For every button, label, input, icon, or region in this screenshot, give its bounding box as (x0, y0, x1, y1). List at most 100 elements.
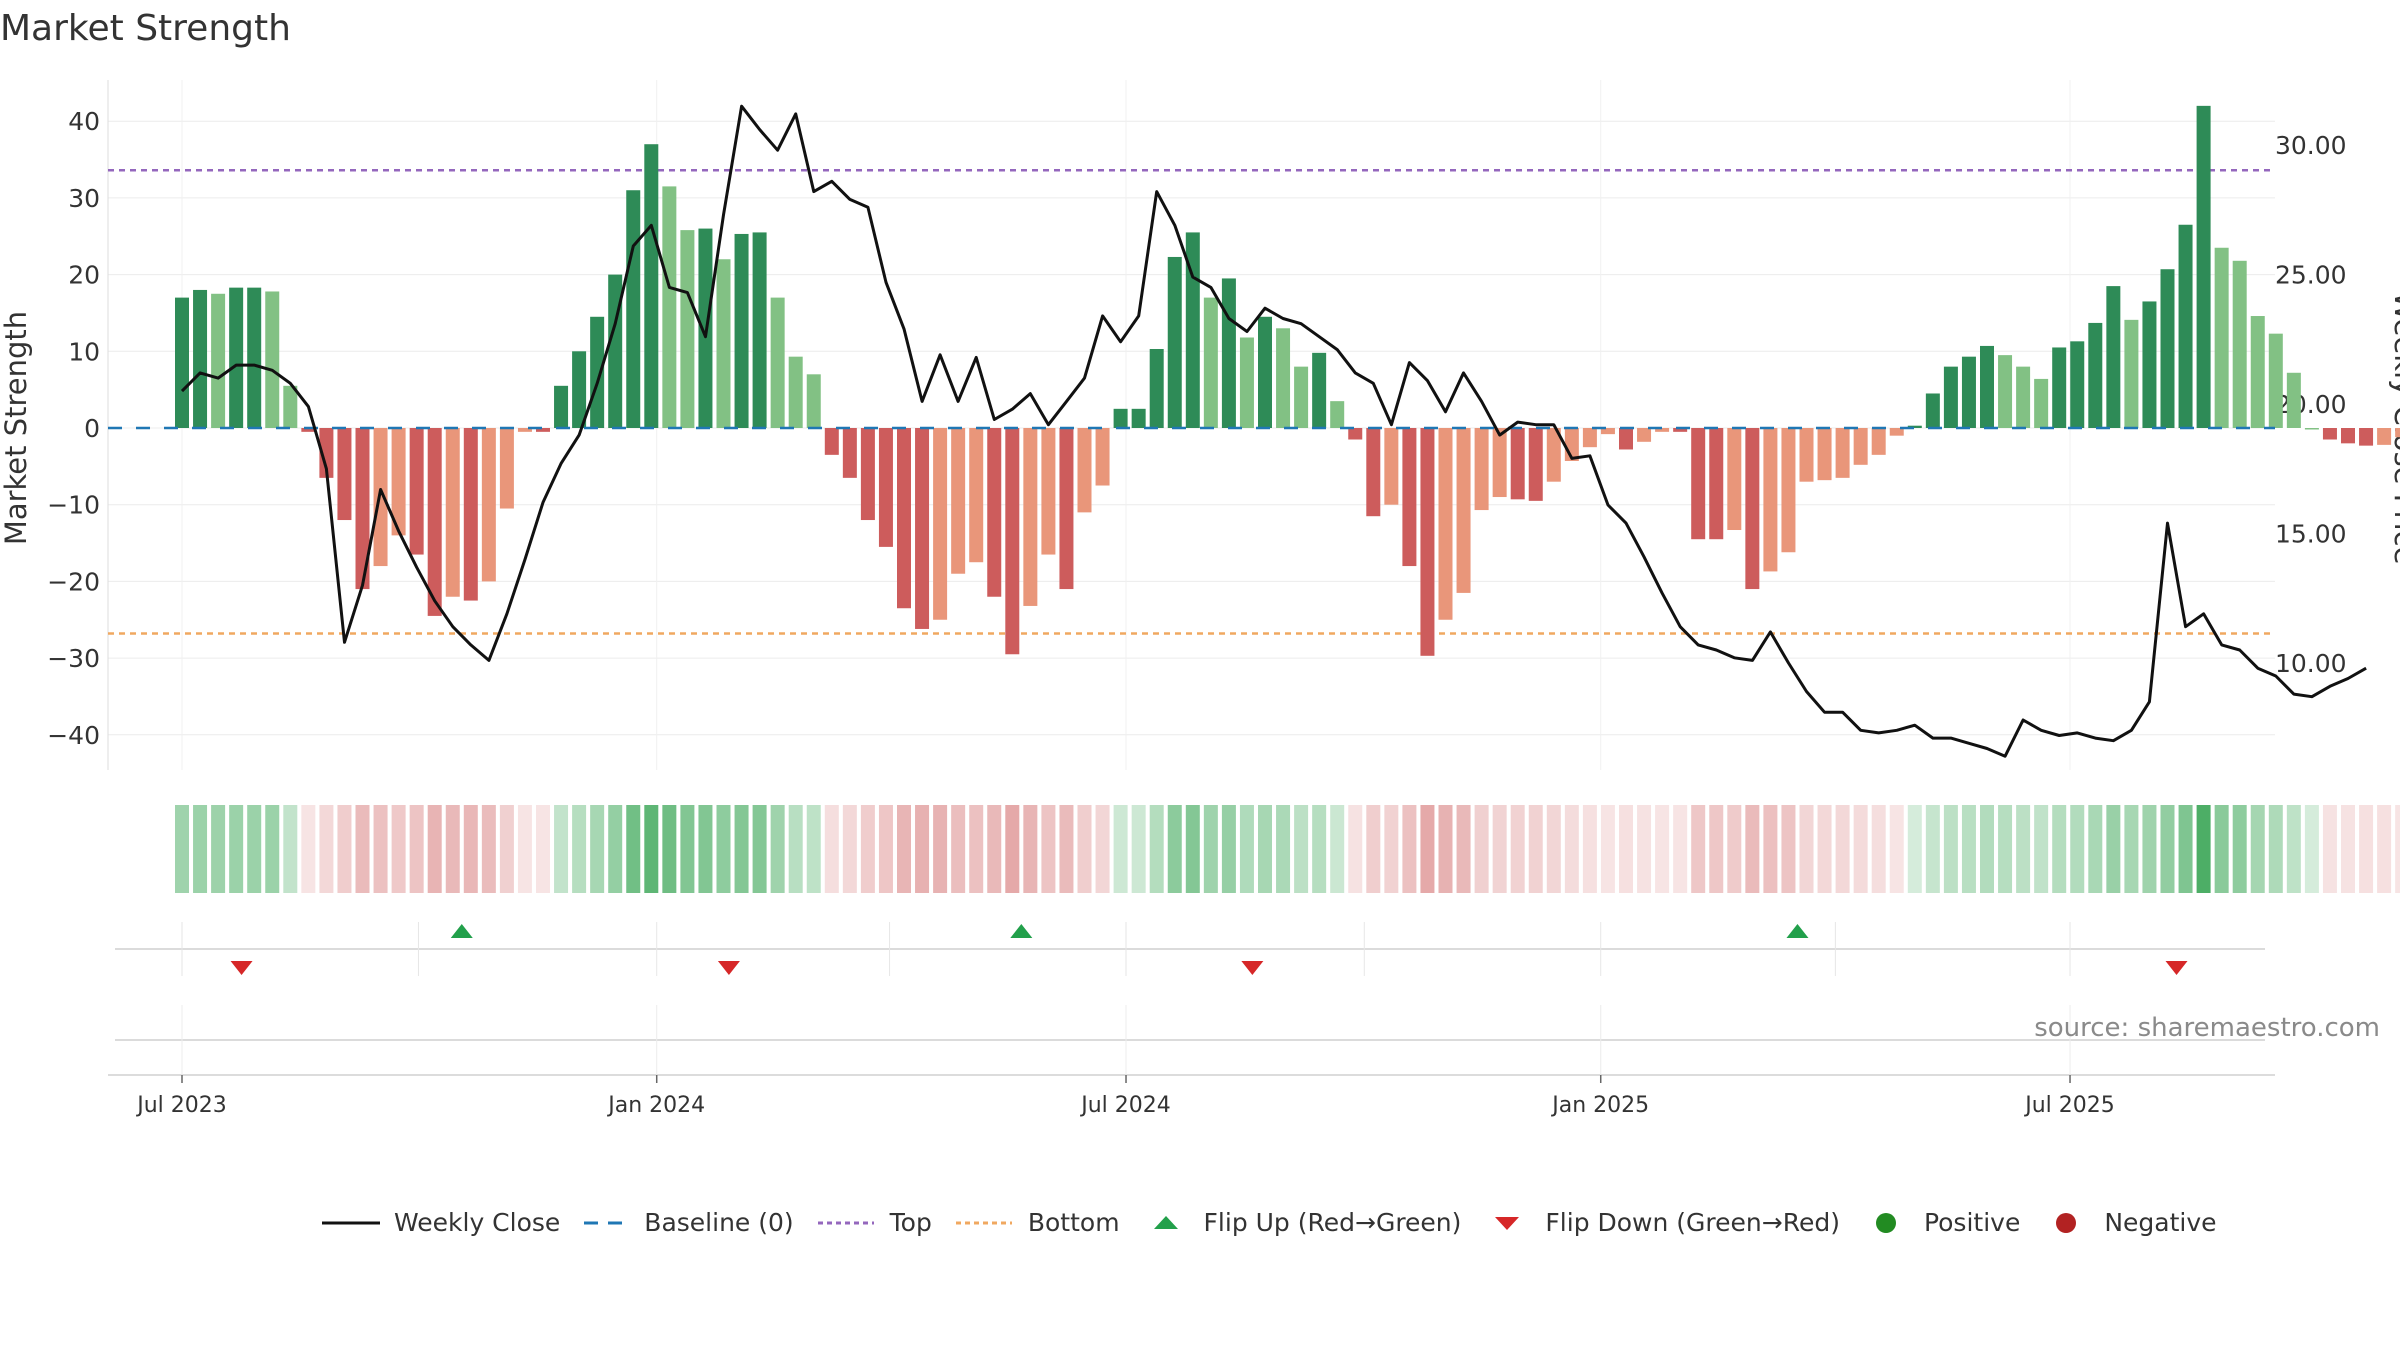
strength-bar (1041, 428, 1056, 555)
strength-bar (2341, 428, 2355, 444)
strength-bar (770, 297, 785, 428)
strength-bar (1889, 428, 1904, 436)
y-tick-label: 10 (68, 337, 100, 366)
heat-cell (427, 805, 442, 893)
legend-label: Bottom (1027, 1208, 1120, 1237)
strength-bar (1907, 425, 1922, 428)
heat-cell (2196, 805, 2211, 893)
strength-bar (337, 428, 352, 521)
strength-bar (680, 230, 695, 428)
heat-cell (2322, 805, 2337, 893)
heat-cell (1817, 805, 1832, 893)
heat-cell (1258, 805, 1272, 893)
legend-symbol-tri-up (1153, 1215, 1178, 1229)
heat-cell (2106, 805, 2121, 893)
legend-symbol-circle (1875, 1212, 1896, 1233)
heat-cell (1619, 805, 1633, 893)
heat-cell (2268, 805, 2283, 893)
strength-bar (445, 428, 460, 597)
strength-bar (752, 232, 767, 428)
heat-cell (1384, 805, 1399, 893)
heat-cell (1005, 805, 1020, 893)
heat-cell (698, 805, 713, 893)
legend-label: Weekly Close (394, 1208, 561, 1237)
strength-bar (1600, 428, 1615, 435)
legend-symbol-dot (817, 1221, 874, 1224)
strength-bar (662, 186, 677, 428)
heat-cell (1889, 805, 1904, 893)
y-tick-label: 40 (68, 107, 100, 136)
heat-cell (2359, 805, 2374, 893)
heat-cell (1546, 805, 1561, 893)
main-panel: 40 30 20 10 0 −10 −20 −30 −40 30.00 25.00 20.00 15.0… (0, 80, 2400, 770)
heat-cell (752, 805, 767, 893)
y-tick-label: −30 (47, 644, 100, 673)
heat-cell (1113, 805, 1128, 893)
y-tick-label: −40 (47, 721, 100, 750)
strength-bar (481, 428, 496, 582)
strength-bar (1438, 428, 1453, 620)
heat-cell (229, 805, 244, 893)
heat-cell (1925, 805, 1940, 893)
strength-bar (716, 259, 731, 428)
heat-cell (680, 805, 695, 893)
strength-bar (951, 428, 966, 574)
legend-symbol-dash (584, 1221, 629, 1224)
heat-cell (1528, 805, 1543, 893)
heat-cell (897, 805, 911, 893)
strength-bar (860, 428, 875, 521)
strength-bar (391, 428, 406, 536)
strength-bar (2250, 316, 2265, 428)
strength-bar (2034, 378, 2049, 428)
strength-bar (644, 144, 659, 428)
heat-cell (1492, 805, 1507, 893)
strength-bar (1709, 428, 1724, 540)
strength-bar (1492, 428, 1507, 498)
strength-bar (1528, 428, 1543, 501)
strength-bar (806, 374, 821, 428)
heat-cell (2178, 805, 2193, 893)
flip-down-marker (717, 961, 740, 975)
heat-cell (319, 805, 334, 893)
strength-bar (1113, 408, 1128, 428)
flip-markers-panel (108, 922, 2275, 1076)
heat-cell (2214, 805, 2229, 893)
strength-bar (2232, 260, 2247, 428)
strength-bar (2016, 366, 2031, 428)
heat-cell (2142, 805, 2157, 893)
strength-bar (1258, 316, 1272, 428)
legend-item: Top (816, 1208, 932, 1237)
strength-bar (1546, 428, 1561, 482)
strength-bar (1276, 328, 1291, 428)
strength-bar (1510, 428, 1525, 500)
heat-cell (1023, 805, 1038, 893)
strength-bar (2142, 301, 2157, 428)
legend-item: Flip Down (Green→Red) (1483, 1208, 1840, 1237)
strength-bar (319, 428, 334, 478)
strength-bar (2124, 319, 2139, 428)
y2-tick-label: 25.00 (2275, 261, 2347, 290)
heat-cell (373, 805, 388, 893)
heat-cell (1709, 805, 1724, 893)
strength-bar (247, 287, 262, 428)
heat-cell (1474, 805, 1489, 893)
strength-bar (229, 287, 244, 428)
chart-title: Market Strength (0, 8, 291, 49)
y2-tick-label: 30.00 (2275, 131, 2347, 160)
heat-cell (409, 805, 424, 893)
heat-cell (499, 805, 514, 893)
legend-symbol-line (322, 1221, 380, 1224)
strength-bar (211, 293, 226, 428)
strength-bar (1835, 428, 1850, 478)
heat-cell (1239, 805, 1254, 893)
legend-item: Flip Up (Red→Green) (1142, 1208, 1461, 1237)
strength-bar (1727, 428, 1742, 531)
legend-item: Bottom (954, 1208, 1120, 1237)
heat-cell (770, 805, 785, 893)
strength-bar (1348, 428, 1363, 440)
strength-bar (517, 428, 532, 432)
heat-cell (1330, 805, 1345, 893)
heat-cell (1294, 805, 1309, 893)
strength-bar (1817, 428, 1832, 481)
